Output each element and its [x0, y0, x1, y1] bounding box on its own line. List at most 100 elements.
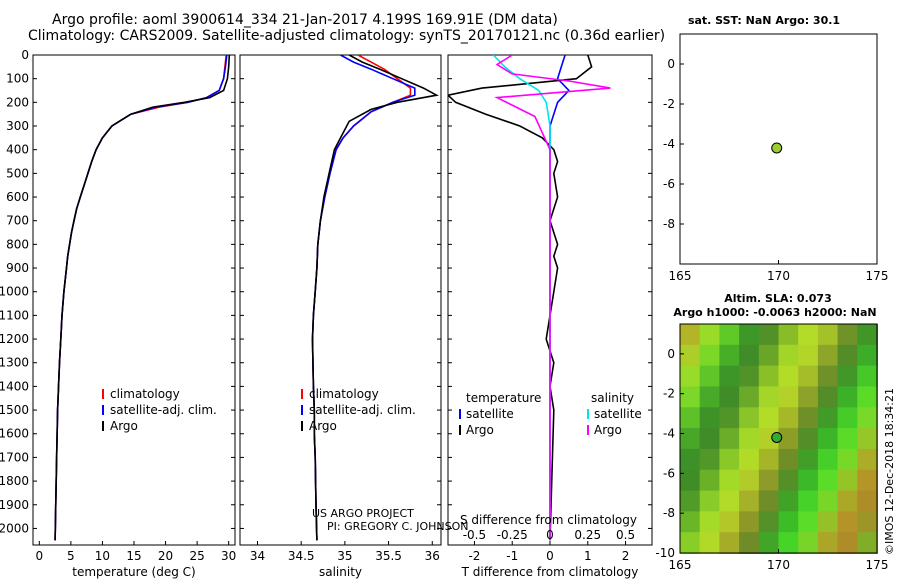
sla-field-cell	[817, 386, 839, 409]
sla-field-cell	[699, 532, 721, 554]
argo-float-position-marker	[771, 142, 783, 154]
legend-label: satellite	[466, 407, 514, 421]
s-difference-axis-label: S difference from climatology	[460, 513, 637, 527]
map-x-tick-label: 175	[866, 558, 889, 572]
sla-field-cell	[798, 344, 819, 367]
sla-field-cell	[837, 490, 859, 513]
sla-field-cell	[699, 511, 721, 534]
sla-field-cell	[837, 324, 859, 346]
sla-field-cell	[857, 511, 878, 534]
sla-field-cell	[837, 532, 859, 554]
series-line-climatology	[311, 55, 412, 541]
sla-field-cell	[837, 511, 859, 534]
profile-panel-frame-2	[239, 54, 442, 546]
y-tick-label: 1200	[0, 332, 29, 346]
legend-label: Argo	[110, 419, 138, 433]
sla-field-cell	[758, 532, 780, 554]
sla-field-cell	[758, 490, 780, 513]
sla-field-cell	[680, 386, 701, 409]
map-x-tick-label: 170	[767, 269, 790, 283]
sla-field-cell	[719, 428, 741, 450]
y-tick-label: 0	[21, 48, 29, 62]
sla-field-cell	[758, 344, 780, 367]
sla-field-cell	[778, 344, 800, 367]
x-axis-label: T difference from climatology	[461, 565, 639, 579]
y-tick-label: 500	[6, 166, 29, 180]
sla-field-cell	[719, 386, 741, 409]
credit-line-1: US ARGO PROJECT	[312, 507, 414, 520]
sla-field-cell	[719, 490, 741, 513]
legend-label: climatology	[309, 387, 379, 401]
legend-label: satellite	[594, 407, 642, 421]
sla-field-cell	[680, 469, 701, 492]
y-tick-label: 700	[6, 214, 29, 228]
sla-field-cell	[798, 386, 819, 409]
sla-map-subtitle: Argo h1000: -0.0063 h2000: NaN	[673, 306, 876, 319]
map-y-tick-label: -4	[663, 427, 675, 441]
sla-field-cell	[798, 511, 819, 534]
sla-field-cell	[798, 532, 819, 554]
legend-label: climatology	[110, 387, 180, 401]
series-line-argo	[448, 55, 593, 541]
sla-field-cell	[817, 469, 839, 492]
sla-field-cell	[857, 344, 878, 367]
sla-field-cell	[857, 448, 878, 471]
sla-field-cell	[680, 365, 701, 388]
y-tick-label: 1000	[0, 285, 29, 299]
map-x-tick-label: 175	[866, 269, 889, 283]
sla-field-cell	[837, 448, 859, 471]
x-tick-label: 35.5	[375, 549, 402, 563]
sla-map-field	[680, 324, 878, 554]
legend-label: Argo	[309, 419, 337, 433]
sla-field-cell	[680, 490, 701, 513]
sla-field-cell	[699, 344, 721, 367]
s-difference-tick-label: 0	[546, 528, 554, 542]
y-tick-label: 200	[6, 95, 29, 109]
map-y-tick-label: -2	[663, 387, 675, 401]
sla-field-cell	[817, 428, 839, 450]
legend-label: Argo	[594, 423, 622, 437]
sla-field-cell	[778, 407, 800, 430]
x-axis-label: salinity	[319, 565, 362, 579]
s-difference-tick-label: 0.25	[574, 528, 601, 542]
legend-title-salinity: salinity	[591, 391, 634, 405]
series-line-argo	[494, 55, 611, 541]
sla-field-cell	[758, 469, 780, 492]
y-tick-label: 1800	[0, 474, 29, 488]
x-tick-label: -1	[506, 549, 518, 563]
sla-field-cell	[739, 490, 760, 513]
map-y-tick-label: -10	[655, 546, 675, 560]
sla-field-cell	[798, 469, 819, 492]
sla-field-cell	[739, 344, 760, 367]
sst-map-title: sat. SST: NaN Argo: 30.1	[688, 14, 840, 27]
sla-field-cell	[837, 428, 859, 450]
sla-field-cell	[719, 448, 741, 471]
sla-field-cell	[817, 532, 839, 554]
sla-field-cell	[778, 365, 800, 388]
s-difference-tick-label: 0.5	[616, 528, 635, 542]
sla-field-cell	[719, 532, 741, 554]
sla-field-cell	[837, 344, 859, 367]
sla-field-cell	[778, 511, 800, 534]
sla-field-cell	[798, 407, 819, 430]
sla-field-cell	[857, 386, 878, 409]
sla-field-cell	[758, 365, 780, 388]
sla-field-cell	[758, 407, 780, 430]
x-tick-label: 30	[221, 549, 236, 563]
x-axis-label: temperature (deg C)	[72, 565, 195, 579]
sla-field-cell	[798, 365, 819, 388]
sla-field-cell	[778, 386, 800, 409]
sla-field-cell	[699, 365, 721, 388]
x-tick-label: 25	[189, 549, 204, 563]
map-x-tick-label: 165	[669, 558, 692, 572]
sla-field-cell	[719, 469, 741, 492]
x-tick-label: -2	[468, 549, 480, 563]
sla-field-cell	[719, 344, 741, 367]
figure-title-line1: Argo profile: aoml 3900614_334 21-Jan-20…	[52, 12, 558, 28]
sla-field-cell	[758, 386, 780, 409]
sla-field-cell	[837, 407, 859, 430]
sla-field-cell	[680, 428, 701, 450]
legend-title-temperature: temperature	[466, 391, 541, 405]
sla-field-cell	[857, 469, 878, 492]
